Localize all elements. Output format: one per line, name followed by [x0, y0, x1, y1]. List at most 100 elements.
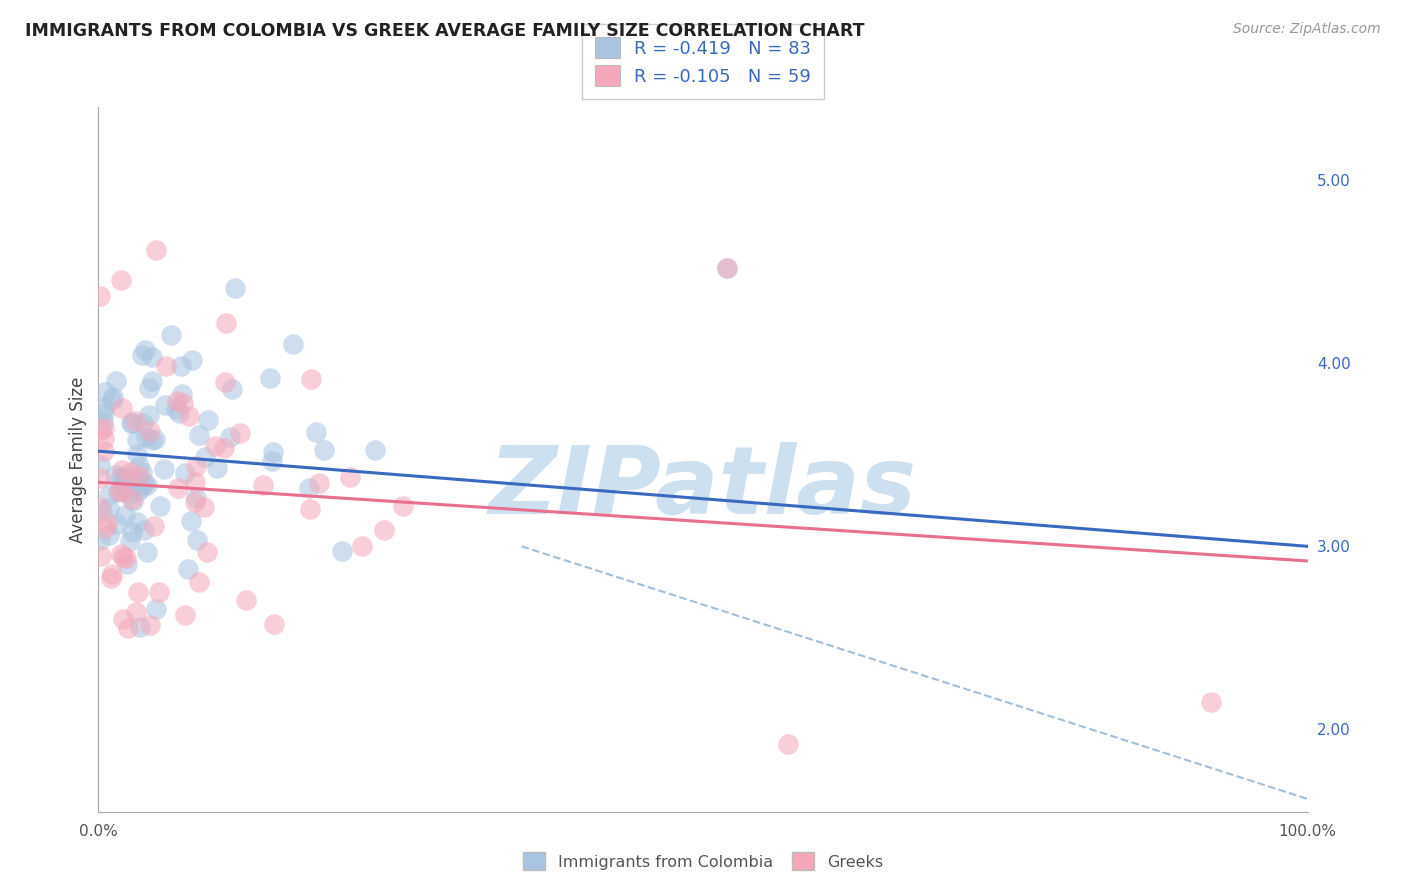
Point: [215, 316, 238, 330]
Point: [299, 372, 322, 386]
Point: [330, 543, 353, 558]
Point: [263, 617, 285, 632]
Point: [219, 430, 242, 444]
Point: [112, 612, 135, 626]
Point: [111, 480, 134, 494]
Point: [160, 327, 183, 342]
Point: [339, 470, 361, 484]
Point: [120, 465, 142, 479]
Point: [101, 567, 124, 582]
Point: [122, 494, 145, 508]
Point: [141, 375, 163, 389]
Point: [155, 359, 177, 373]
Point: [204, 438, 226, 452]
Point: [127, 585, 149, 599]
Point: [214, 376, 236, 390]
Point: [90, 423, 112, 437]
Point: [167, 481, 190, 495]
Point: [128, 469, 150, 483]
Point: [132, 417, 155, 431]
Point: [195, 545, 218, 559]
Point: [177, 409, 200, 423]
Point: [89, 471, 111, 485]
Point: [716, 261, 738, 276]
Point: [308, 476, 330, 491]
Point: [212, 442, 235, 456]
Point: [110, 547, 132, 561]
Point: [314, 442, 336, 457]
Point: [131, 348, 153, 362]
Point: [224, 281, 246, 295]
Point: [112, 550, 135, 565]
Point: [194, 450, 217, 465]
Point: [127, 447, 149, 461]
Point: [115, 557, 138, 571]
Legend: R = -0.419   N = 83, R = -0.105   N = 59: R = -0.419 N = 83, R = -0.105 N = 59: [582, 24, 824, 99]
Point: [93, 406, 115, 420]
Point: [129, 620, 152, 634]
Text: Source: ZipAtlas.com: Source: ZipAtlas.com: [1233, 22, 1381, 37]
Point: [205, 461, 228, 475]
Point: [94, 385, 117, 400]
Point: [125, 605, 148, 619]
Point: [262, 445, 284, 459]
Point: [132, 475, 155, 490]
Point: [93, 443, 115, 458]
Point: [89, 458, 111, 472]
Point: [188, 574, 211, 589]
Point: [121, 492, 143, 507]
Point: [112, 481, 135, 495]
Point: [229, 425, 252, 440]
Point: [166, 393, 188, 408]
Point: [350, 539, 373, 553]
Point: [134, 523, 156, 537]
Point: [180, 353, 202, 368]
Point: [94, 521, 117, 535]
Point: [114, 508, 136, 522]
Point: [184, 495, 207, 509]
Point: [716, 261, 738, 276]
Text: IMMIGRANTS FROM COLOMBIA VS GREEK AVERAGE FAMILY SIZE CORRELATION CHART: IMMIGRANTS FROM COLOMBIA VS GREEK AVERAG…: [25, 22, 865, 40]
Point: [281, 336, 304, 351]
Point: [127, 483, 149, 498]
Point: [167, 406, 190, 420]
Point: [252, 478, 274, 492]
Point: [108, 483, 131, 498]
Point: [259, 370, 281, 384]
Point: [107, 484, 129, 499]
Point: [110, 470, 132, 484]
Point: [364, 443, 387, 458]
Point: [127, 516, 149, 530]
Point: [145, 602, 167, 616]
Point: [93, 416, 115, 430]
Point: [141, 433, 163, 447]
Point: [177, 562, 200, 576]
Point: [186, 491, 208, 505]
Point: [111, 483, 134, 498]
Point: [125, 433, 148, 447]
Point: [305, 425, 328, 439]
Point: [138, 618, 160, 632]
Point: [101, 390, 124, 404]
Point: [135, 545, 157, 559]
Point: [139, 424, 162, 438]
Point: [141, 351, 163, 365]
Point: [373, 523, 395, 537]
Text: ZIPatlas: ZIPatlas: [489, 442, 917, 533]
Point: [165, 401, 187, 416]
Point: [114, 472, 136, 486]
Point: [170, 387, 193, 401]
Point: [1199, 695, 1222, 709]
Point: [134, 430, 156, 444]
Point: [193, 500, 215, 514]
Point: [136, 477, 159, 491]
Point: [112, 470, 135, 484]
Point: [104, 467, 127, 482]
Point: [197, 412, 219, 426]
Point: [107, 516, 129, 531]
Point: [89, 289, 111, 303]
Point: [143, 432, 166, 446]
Point: [149, 499, 172, 513]
Point: [97, 488, 120, 502]
Point: [392, 500, 415, 514]
